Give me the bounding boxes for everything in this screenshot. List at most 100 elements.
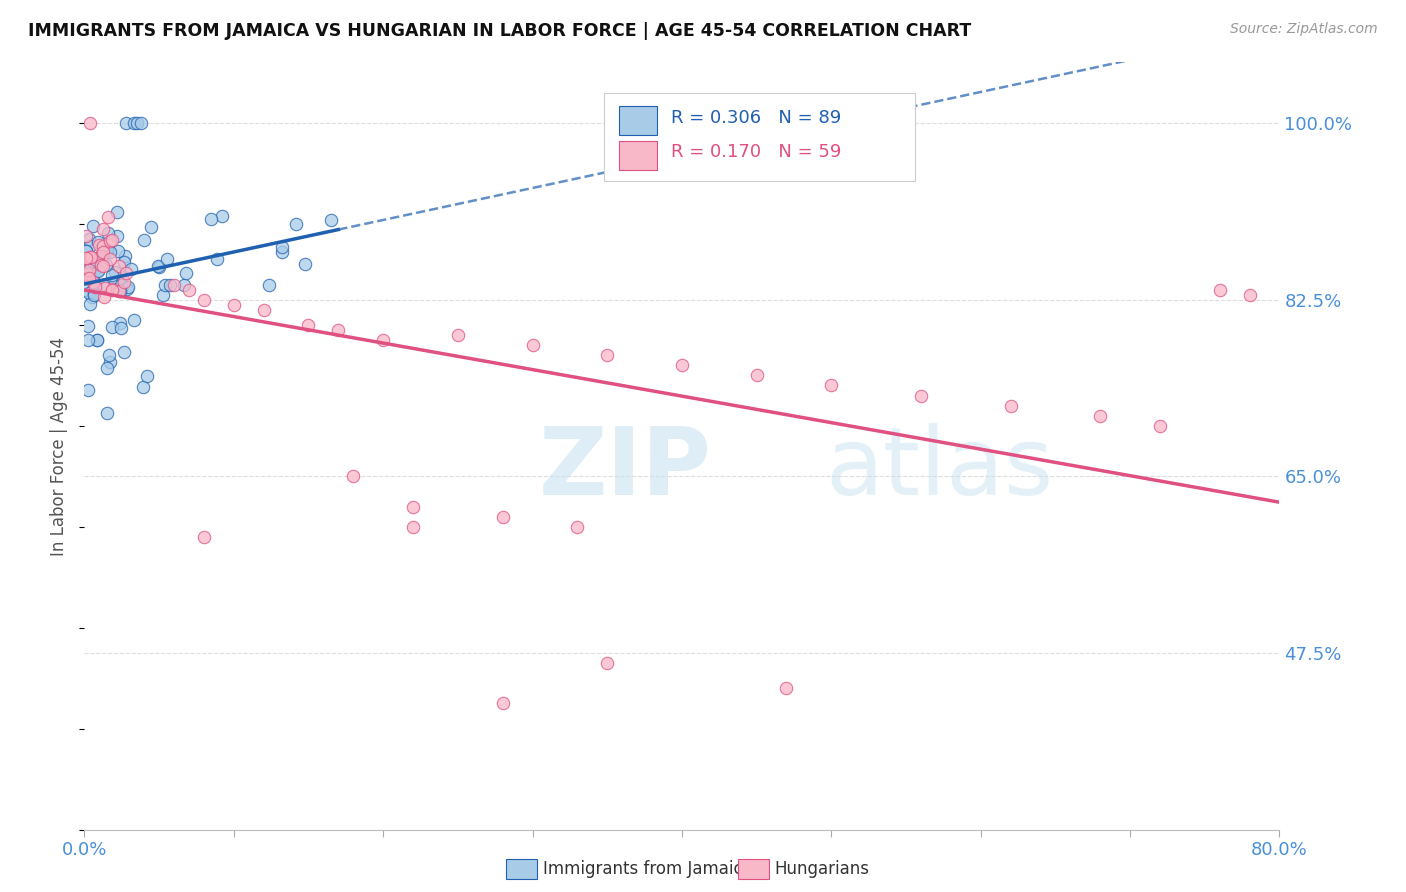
Point <box>117 282 139 296</box>
Point <box>152 288 174 302</box>
Point <box>89 256 111 270</box>
Point <box>110 317 132 331</box>
Point <box>328 323 350 337</box>
Point <box>200 212 222 227</box>
Point <box>117 280 139 294</box>
Point <box>177 283 200 297</box>
Point <box>96 360 118 375</box>
Bar <box>619 106 657 136</box>
Point <box>193 293 215 307</box>
Point <box>159 277 181 292</box>
Point <box>124 313 146 327</box>
Point <box>107 244 129 259</box>
Point <box>100 245 122 260</box>
Point <box>76 263 98 277</box>
Point <box>82 271 104 285</box>
Point <box>671 358 693 372</box>
Point <box>1209 283 1232 297</box>
Point <box>114 275 136 289</box>
Point <box>77 263 100 277</box>
Point <box>79 251 101 265</box>
Point <box>75 251 97 265</box>
Point <box>373 333 395 347</box>
Point <box>76 318 98 333</box>
Point <box>97 210 120 224</box>
Point <box>75 259 97 273</box>
Point <box>222 298 245 312</box>
Point <box>77 271 100 285</box>
Point <box>207 252 229 267</box>
Point <box>77 267 100 281</box>
Point <box>82 275 104 289</box>
Point <box>73 283 96 297</box>
Point <box>136 369 159 384</box>
Y-axis label: In Labor Force | Age 45-54: In Labor Force | Age 45-54 <box>51 336 69 556</box>
Point <box>97 348 120 362</box>
Point <box>75 228 97 243</box>
Point <box>101 319 124 334</box>
Point <box>75 244 97 258</box>
Point <box>567 520 589 534</box>
Point <box>132 380 155 394</box>
Point <box>91 221 114 235</box>
Point <box>139 220 162 235</box>
Point <box>111 270 134 285</box>
Point <box>115 116 138 130</box>
Point <box>80 251 103 265</box>
Point <box>110 277 132 292</box>
Point <box>108 284 131 298</box>
Text: IMMIGRANTS FROM JAMAICA VS HUNGARIAN IN LABOR FORCE | AGE 45-54 CORRELATION CHAR: IMMIGRANTS FROM JAMAICA VS HUNGARIAN IN … <box>28 22 972 40</box>
Point <box>90 258 112 272</box>
Point <box>77 334 100 348</box>
Point <box>173 277 195 292</box>
Point <box>77 231 100 245</box>
Point <box>103 265 125 279</box>
Point <box>93 238 115 252</box>
Point <box>94 244 117 259</box>
Text: R = 0.170   N = 59: R = 0.170 N = 59 <box>671 144 842 161</box>
Point <box>319 213 342 227</box>
Point <box>101 234 124 248</box>
Point <box>84 280 107 294</box>
Point <box>91 244 114 259</box>
Point <box>105 229 128 244</box>
Point <box>775 681 797 696</box>
Point <box>101 268 124 282</box>
Point <box>492 697 515 711</box>
Point <box>86 333 108 347</box>
Point <box>83 287 105 301</box>
Point <box>745 368 768 383</box>
Point <box>112 344 135 359</box>
Point <box>105 282 128 296</box>
Point <box>77 253 100 268</box>
Point <box>93 281 115 295</box>
Point <box>98 252 121 266</box>
Point <box>83 253 105 268</box>
Point <box>83 262 105 277</box>
Point <box>271 240 294 254</box>
Point <box>83 287 105 301</box>
Point <box>97 227 120 241</box>
Point <box>156 252 179 267</box>
Point <box>522 338 544 352</box>
Point <box>112 255 135 269</box>
Point <box>75 244 97 258</box>
Point <box>87 264 110 278</box>
Point <box>101 282 124 296</box>
Point <box>86 333 108 347</box>
Text: atlas: atlas <box>825 423 1053 515</box>
Point <box>153 277 176 292</box>
Point <box>98 234 121 248</box>
Point <box>146 259 169 273</box>
Point <box>259 277 281 292</box>
Point <box>114 249 136 263</box>
Point <box>82 219 104 233</box>
Point <box>342 469 364 483</box>
Point <box>402 500 425 514</box>
Point <box>82 282 104 296</box>
Point <box>94 258 117 272</box>
Point <box>79 239 101 253</box>
Text: Hungarians: Hungarians <box>775 860 870 878</box>
Point <box>79 260 101 274</box>
Point <box>596 348 619 362</box>
